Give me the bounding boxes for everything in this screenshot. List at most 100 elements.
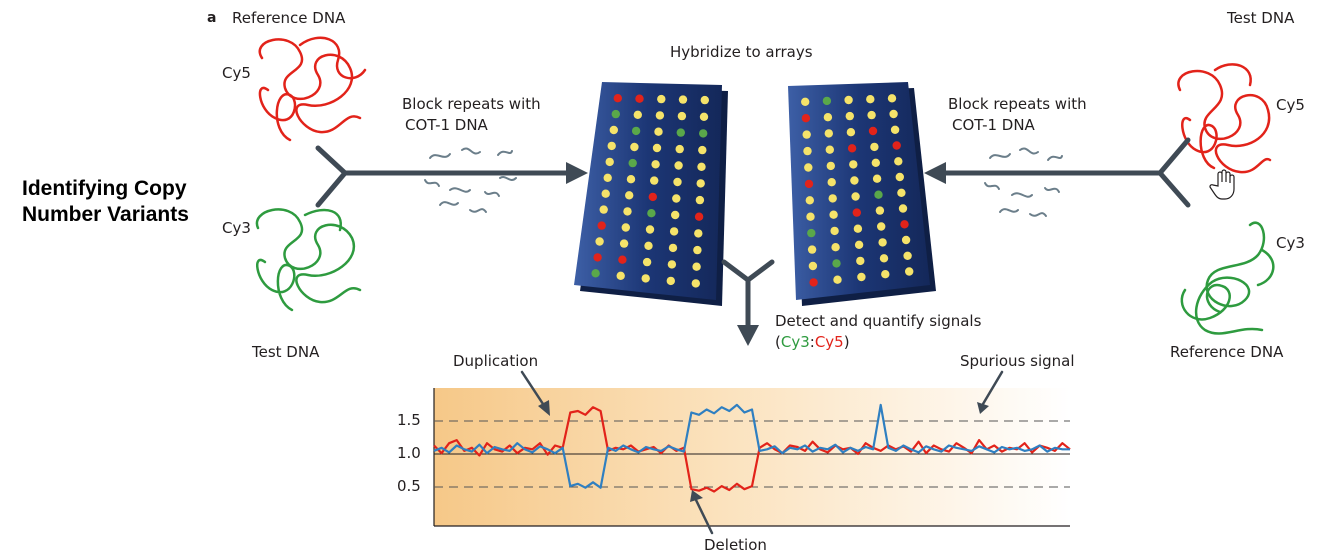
array-spot xyxy=(847,144,857,153)
array-spot xyxy=(650,176,659,185)
left-merge-connector xyxy=(315,145,573,208)
array-spot xyxy=(671,210,680,220)
array-spot xyxy=(673,177,682,187)
left-reference-dna-strand xyxy=(258,36,367,142)
array-spot xyxy=(654,127,663,136)
array-spot xyxy=(872,174,882,183)
array-spot xyxy=(601,189,610,198)
array-spot xyxy=(607,141,616,151)
right-reference-dna-strand xyxy=(1180,221,1275,335)
array-spot xyxy=(887,94,897,103)
array-spot xyxy=(866,95,875,104)
array-spot xyxy=(905,267,914,276)
array-spot xyxy=(878,238,887,247)
array-spot xyxy=(803,146,812,156)
array-spot xyxy=(644,241,653,250)
array-spot xyxy=(697,162,706,171)
array-spot xyxy=(691,279,700,288)
array-spot xyxy=(597,221,606,230)
array-spot xyxy=(897,188,906,197)
left-cy5-label: Cy5 xyxy=(222,64,251,82)
spurious-signal-label: Spurious signal xyxy=(960,352,1075,370)
center-merge-connector xyxy=(721,259,775,331)
spurious-arrow xyxy=(981,370,1004,406)
array-spot xyxy=(801,114,811,123)
array-spot xyxy=(700,95,709,105)
array-spot xyxy=(698,145,707,155)
array-spot xyxy=(807,245,817,254)
figure-title: Identifying Copy Number Variants xyxy=(22,177,189,226)
array-spot xyxy=(668,243,678,253)
array-spot xyxy=(830,226,839,236)
spurious-arrowhead xyxy=(977,402,989,414)
array-spot xyxy=(845,111,854,121)
array-spot xyxy=(804,179,814,189)
array-spot xyxy=(808,261,818,271)
annotation-arrows xyxy=(520,370,1004,535)
left-block-label-1: Block repeats with xyxy=(402,95,541,113)
right-reference-dna-label: Reference DNA xyxy=(1170,343,1284,361)
array-spot xyxy=(824,129,833,138)
array-spot xyxy=(618,255,627,264)
array-spot xyxy=(867,110,876,120)
array-spot xyxy=(875,206,885,215)
array-spot xyxy=(652,143,662,153)
array-spot xyxy=(801,97,810,107)
left-test-dna-strand xyxy=(255,208,362,312)
array-spot xyxy=(621,223,630,232)
array-spot xyxy=(642,257,652,267)
array-spot xyxy=(645,225,655,234)
array-spot xyxy=(631,126,641,136)
array-spot xyxy=(623,207,632,216)
array-spot xyxy=(901,235,911,245)
array-spot xyxy=(625,191,634,200)
array-spot xyxy=(626,175,636,184)
center-arrowhead xyxy=(737,325,759,346)
array-spot xyxy=(900,220,909,229)
duplication-arrowhead xyxy=(538,400,550,416)
right-test-dna-label: Test DNA xyxy=(1227,9,1295,27)
array-spot xyxy=(874,190,883,199)
array-spot xyxy=(802,130,811,139)
ratio-close: ) xyxy=(843,333,850,351)
array-spot xyxy=(593,253,602,262)
array-spot xyxy=(822,96,832,106)
array-spot xyxy=(694,229,703,238)
array-spot xyxy=(699,112,709,122)
array-spot xyxy=(828,194,837,203)
array-spot xyxy=(676,128,685,137)
deletion-label: Deletion xyxy=(704,536,767,554)
array-spot xyxy=(692,262,701,271)
right-arrowhead xyxy=(924,162,946,184)
hand-cursor-icon xyxy=(1209,169,1235,200)
array-spot xyxy=(647,209,656,218)
left-arrowhead xyxy=(566,162,588,184)
array-spot xyxy=(699,129,708,138)
array-spot xyxy=(853,224,863,233)
array-spot xyxy=(857,272,866,282)
left-cy3-label: Cy3 xyxy=(222,219,251,237)
array-spot xyxy=(892,141,901,150)
array-spot xyxy=(616,271,625,280)
array-spot xyxy=(829,210,838,219)
left-reference-dna-label: Reference DNA xyxy=(232,9,346,27)
array-spot xyxy=(674,161,683,170)
array-spot xyxy=(599,205,608,214)
array-spot xyxy=(677,111,687,121)
left-microarray xyxy=(574,82,728,306)
left-test-dna-label: Test DNA xyxy=(252,343,320,361)
ratio-open: ( xyxy=(775,333,781,351)
right-microarray xyxy=(788,82,936,306)
array-spot xyxy=(657,94,666,104)
right-cot1-fragments xyxy=(984,147,1063,217)
array-spot xyxy=(804,163,813,172)
array-spot xyxy=(667,260,677,269)
array-spot xyxy=(870,142,879,152)
array-spot xyxy=(825,145,834,154)
array-spot xyxy=(894,157,903,166)
array-spot xyxy=(826,161,835,171)
array-spot xyxy=(591,269,600,278)
array-spot xyxy=(651,160,660,169)
deletion-arrowhead xyxy=(690,490,703,502)
